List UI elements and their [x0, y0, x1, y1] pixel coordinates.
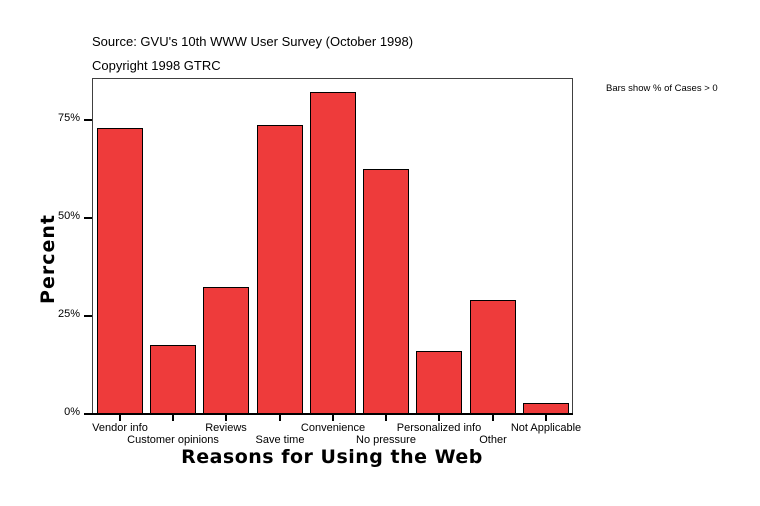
bar — [203, 287, 249, 414]
y-tick-label: 25% — [57, 308, 80, 320]
y-tick — [84, 217, 92, 219]
x-tick-label: Save time — [255, 434, 305, 446]
x-tick — [332, 414, 334, 421]
bar — [363, 169, 409, 414]
y-axis-title: Percent — [37, 214, 59, 304]
y-tick-label: 50% — [57, 210, 80, 222]
x-axis-title: Reasons for Using the Web — [181, 446, 483, 468]
bar — [257, 125, 303, 414]
x-tick-label: Personalized info — [396, 422, 482, 434]
bar — [97, 128, 143, 414]
x-tick — [545, 414, 547, 421]
y-tick-label: 75% — [57, 112, 80, 124]
x-tick — [438, 414, 440, 421]
x-tick-label: Not Applicable — [510, 422, 582, 434]
chart-source-title: Source: GVU's 10th WWW User Survey (Octo… — [92, 34, 414, 49]
x-tick-label: Customer opinions — [127, 434, 219, 446]
bar — [470, 300, 516, 414]
bar — [150, 345, 196, 414]
x-tick-label: No pressure — [356, 434, 416, 446]
y-tick — [84, 315, 92, 317]
x-tick — [172, 414, 174, 421]
chart-annotation: Bars show % of Cases > 0 — [606, 83, 718, 94]
plot-area — [92, 78, 573, 414]
y-tick — [84, 413, 92, 415]
chart-copyright: Copyright 1998 GTRC — [92, 58, 221, 73]
x-tick-label: Convenience — [300, 422, 366, 434]
y-tick-label: 0% — [64, 406, 80, 418]
bar — [416, 351, 462, 414]
y-tick — [84, 119, 92, 121]
x-tick-label: Other — [479, 434, 507, 446]
x-tick-label: Vendor info — [92, 422, 148, 434]
x-tick — [225, 414, 227, 421]
x-tick — [119, 414, 121, 421]
bar — [310, 92, 356, 414]
x-tick — [492, 414, 494, 421]
x-tick — [279, 414, 281, 421]
x-axis-line — [85, 413, 573, 415]
x-tick-label: Reviews — [205, 422, 247, 434]
x-tick — [385, 414, 387, 421]
